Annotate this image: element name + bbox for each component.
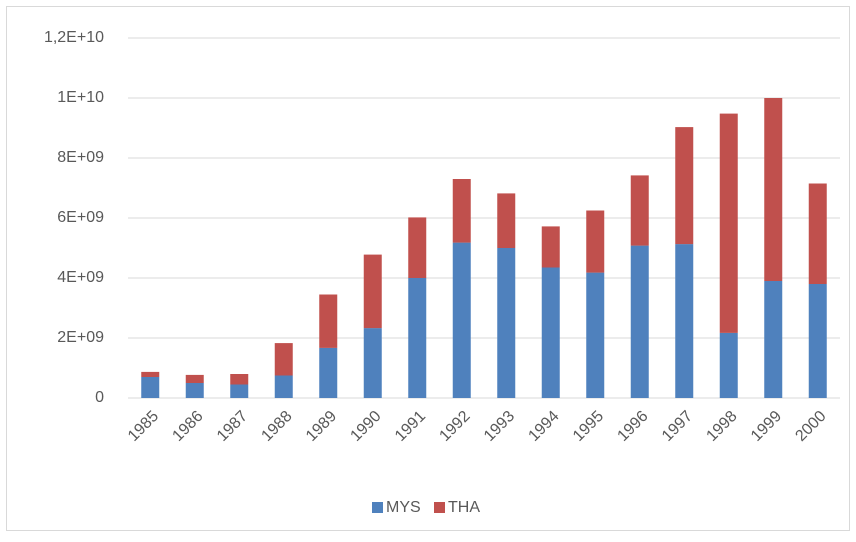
bar-segment bbox=[719, 332, 738, 398]
bar-segment bbox=[363, 254, 382, 329]
bar-segment bbox=[497, 248, 516, 398]
bar-segment bbox=[230, 384, 249, 398]
bar-segment bbox=[630, 175, 649, 246]
bar-segment bbox=[185, 374, 204, 383]
bar-segment bbox=[408, 217, 427, 278]
bar-segment bbox=[764, 281, 783, 398]
y-tick-label: 1,2E+10 bbox=[44, 29, 104, 46]
bar-segment bbox=[452, 179, 471, 243]
bar-segment bbox=[141, 377, 160, 398]
bar-segment bbox=[586, 272, 605, 398]
bar-segment bbox=[185, 383, 204, 398]
bar-segment bbox=[319, 294, 338, 348]
bar-segment bbox=[408, 278, 427, 398]
y-tick-label: 8E+09 bbox=[57, 149, 104, 166]
y-tick-label: 4E+09 bbox=[57, 269, 104, 286]
bar-segment bbox=[675, 244, 694, 398]
chart-border bbox=[6, 6, 850, 531]
bar-segment bbox=[452, 242, 471, 398]
y-tick-label: 6E+09 bbox=[57, 209, 104, 226]
bar-segment bbox=[586, 210, 605, 273]
bar-segment bbox=[541, 267, 560, 398]
y-tick-label: 2E+09 bbox=[57, 329, 104, 346]
bar-segment bbox=[274, 375, 293, 398]
y-tick-label: 1E+10 bbox=[57, 89, 104, 106]
legend-label: THA bbox=[448, 499, 480, 516]
legend-swatch bbox=[372, 502, 383, 513]
bar-segment bbox=[808, 183, 827, 284]
bar-segment bbox=[319, 347, 338, 398]
y-tick-label: 0 bbox=[95, 389, 104, 406]
legend-swatch bbox=[434, 502, 445, 513]
bar-segment bbox=[764, 98, 783, 281]
legend-label: MYS bbox=[386, 499, 421, 516]
bar-segment bbox=[630, 245, 649, 398]
bar-segment bbox=[675, 127, 694, 245]
bar-segment bbox=[274, 343, 293, 376]
bar-segment bbox=[497, 193, 516, 248]
bar-segment bbox=[230, 374, 249, 385]
bar-segment bbox=[141, 371, 160, 377]
bar-segment bbox=[808, 284, 827, 398]
bar-segment bbox=[719, 113, 738, 333]
bar-segment bbox=[363, 328, 382, 398]
bar-segment bbox=[541, 226, 560, 268]
